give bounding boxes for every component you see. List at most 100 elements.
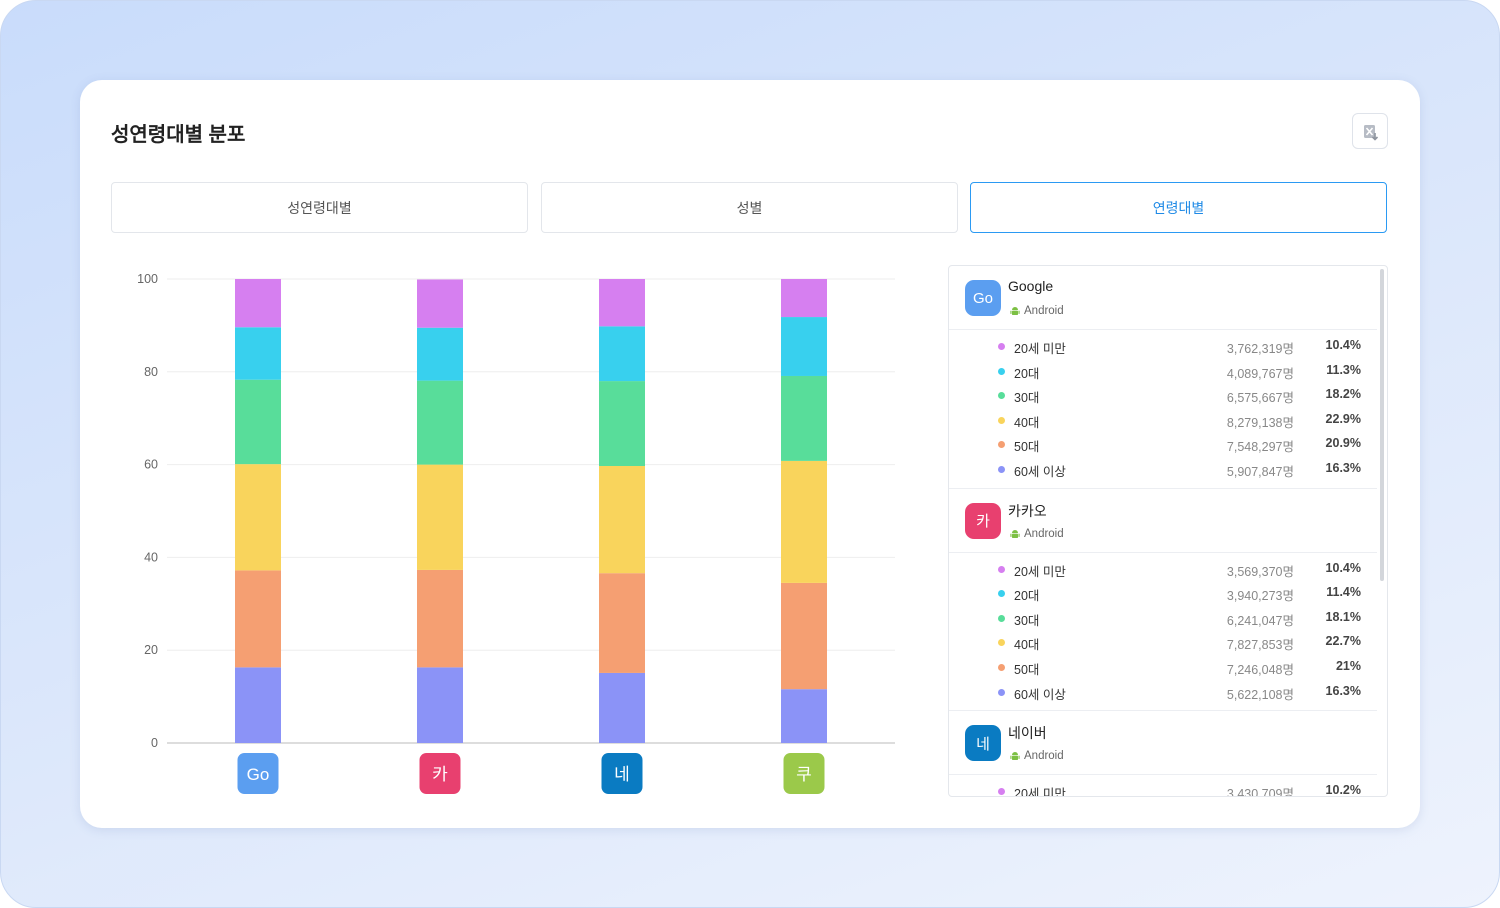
bar-segment [235,464,281,571]
bar-segment [599,326,645,382]
age-label: 20세 미만 [1014,342,1066,356]
age-row: 60세 이상 5,622,108명 16.3% [949,680,1377,705]
y-tick-label: 0 [151,736,158,750]
legend-dot [998,565,1005,573]
age-label: 20세 미만 [1014,787,1066,797]
legend-dot [998,367,1005,375]
user-count: 7,548,297명 [1226,440,1294,455]
platform-label: Android [1024,305,1064,317]
x-tick-label: Go [247,765,270,784]
age-label: 50대 [1014,662,1040,677]
age-label: 20세 미만 [1014,564,1066,579]
legend-dot [998,688,1005,696]
share-percent: 16.3% [1325,683,1361,698]
age-row: 20세 미만 3,762,319명 10.4% [949,334,1377,359]
bar-segment [599,381,645,466]
bar-segment [781,279,827,318]
age-label: 30대 [1014,613,1040,628]
platform-label: Android [1024,527,1064,540]
y-tick-label: 60 [144,458,158,472]
legend-dot [998,590,1005,598]
age-row: 40대 8,279,138명 22.9% [949,408,1377,433]
age-rows: 20세 미만 3,762,319명 10.4% 20대 4,089,767명 11.3% 3… [949,330,1377,489]
age-rows: 20세 미만 3,430,709명 10.2% [949,775,1377,797]
platform-label: Android [1024,750,1064,763]
legend-dot [998,788,1005,796]
bar-segment [235,379,281,465]
share-percent: 22.9% [1325,411,1361,426]
app-header: 네 네이버 Android [949,711,1377,776]
app-name: 네이버 [1008,725,1047,742]
user-count: 5,907,847명 [1226,464,1294,479]
legend-dot [998,614,1005,622]
android-icon [1010,529,1020,538]
bar-segment [781,689,827,743]
bar-segment [417,464,463,570]
share-percent: 22.7% [1325,634,1361,649]
age-row: 20세 미만 3,569,370명 10.4% [949,557,1377,582]
user-count: 3,569,370명 [1226,564,1294,579]
age-label: 40대 [1014,415,1040,430]
age-row: 20세 미만 3,430,709명 10.2% [949,779,1377,797]
tab[interactable]: 성연령대별 [111,182,528,233]
bar-segment [417,279,463,328]
app-header: 카 카카오 Android [949,489,1377,553]
user-count: 7,246,048명 [1226,662,1294,677]
card: 성연령대별 분포 성연령대별 성별 연령대별 0 20 40 60 80 100 Go 카 네 쿠 G… [80,80,1420,828]
bar-segment [599,672,645,743]
excel-download-button[interactable] [1352,113,1388,149]
bar-segment [235,667,281,743]
user-count: 3,762,319명 [1226,342,1294,356]
user-count: 3,430,709명 [1226,787,1294,797]
category-badge [601,753,643,794]
age-label: 20대 [1014,366,1040,381]
age-row: 30대 6,241,047명 18.1% [949,606,1377,631]
tab[interactable]: 연령대별 [970,182,1387,233]
bar-segment [599,573,645,673]
bar-segment [781,317,827,376]
y-tick-label: 80 [144,365,158,379]
app-breakdown-list: Go Google Android 20세 미만 3,762,319명 10.4% 20대 4… [948,265,1388,797]
card-title: 성연령대별 분포 [111,124,246,146]
user-count: 4,089,767명 [1226,366,1294,381]
user-count: 3,940,273명 [1226,589,1294,604]
legend-dot [998,441,1005,449]
android-icon [1010,307,1020,315]
y-tick-label: 40 [144,550,158,564]
share-percent: 11.4% [1326,585,1361,600]
x-tick-label: 쿠 [796,765,812,784]
user-count: 6,575,667명 [1226,391,1294,406]
share-percent: 11.3% [1326,362,1361,377]
bar-segment [599,465,645,574]
bar-segment [417,569,463,668]
legend-dot [998,465,1005,473]
app-name: Google [1008,278,1054,294]
age-row: 50대 7,246,048명 21% [949,655,1377,680]
share-percent: 18.1% [1325,609,1361,624]
age-row: 20대 4,089,767명 11.3% [949,359,1377,384]
age-row: 30대 6,575,667명 18.2% [949,383,1377,408]
x-tick-label: 네 [614,765,630,784]
bar-segment [235,279,281,328]
share-percent: 10.2% [1325,783,1361,797]
scrollbar[interactable] [1380,269,1384,581]
bar-segment [417,380,463,465]
share-percent: 10.4% [1325,560,1361,575]
share-percent: 18.2% [1325,387,1361,402]
platform: Android [1009,528,1064,540]
user-count: 7,827,853명 [1226,638,1294,653]
y-tick-label: 100 [137,272,158,286]
app-icon: 네 [965,725,1001,762]
bar-segment [781,582,827,690]
platform: Android [1009,305,1064,317]
bar-segment [235,327,281,380]
age-row: 40대 7,827,853명 22.7% [949,630,1377,655]
age-label: 60세 이상 [1014,687,1066,702]
stacked-bar-chart: 0 20 40 60 80 100 Go 카 네 쿠 [137,272,895,794]
age-label: 60세 이상 [1014,464,1066,479]
category-badge [237,753,279,794]
tab[interactable]: 성별 [541,182,958,233]
age-label: 20대 [1014,589,1040,604]
user-count: 8,279,138명 [1226,415,1294,430]
user-count: 6,241,047명 [1226,613,1294,628]
